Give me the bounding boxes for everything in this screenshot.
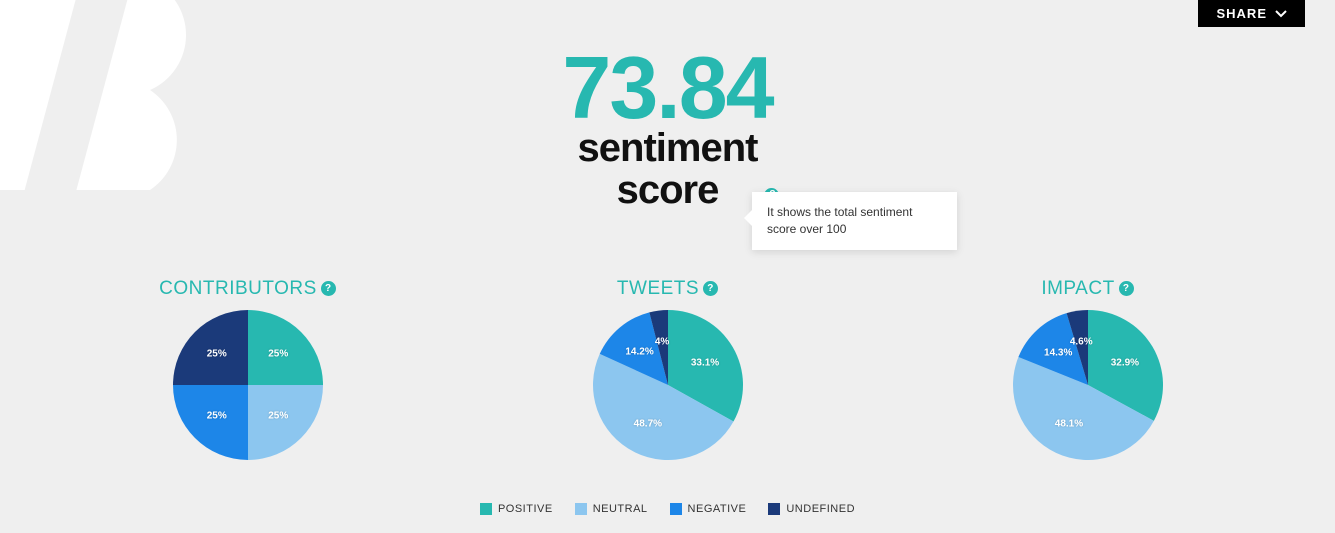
pie-slice-label: 48.7%	[634, 418, 662, 429]
legend-swatch	[575, 503, 587, 515]
chart-title-text: IMPACT	[1041, 278, 1114, 299]
legend: POSITIVE NEUTRAL NEGATIVE UNDEFINED	[0, 503, 1335, 515]
hero-section: 73.84 sentiment score ?	[0, 48, 1335, 211]
chevron-down-icon	[1275, 8, 1287, 20]
legend-item: UNDEFINED	[768, 503, 855, 515]
pie-slice-label: 33.1%	[691, 357, 719, 368]
chart-title-text: CONTRIBUTORS	[159, 278, 317, 299]
pie-slice-label: 14.3%	[1044, 347, 1072, 358]
sentiment-score-label-line2: score	[617, 168, 719, 212]
chart-tweets: TWEETS? 33.1% 48.7% 14.2%4%	[543, 278, 793, 460]
legend-item: NEGATIVE	[670, 503, 747, 515]
pie-slice-label: 14.2%	[625, 346, 653, 357]
legend-swatch	[480, 503, 492, 515]
share-button-label: SHARE	[1216, 6, 1267, 21]
share-button[interactable]: SHARE	[1198, 0, 1305, 27]
pie-slice-negative	[173, 385, 248, 460]
pie-slice-label: 25%	[268, 410, 288, 421]
legend-item: NEUTRAL	[575, 503, 648, 515]
pie-slice-label: 25%	[207, 349, 227, 360]
pie-wrap: 25% 25% 25% 25%	[173, 310, 323, 460]
sentiment-score-value: 73.84	[0, 48, 1335, 127]
pie-slice-label: 25%	[207, 410, 227, 421]
pie-slice-label: 48.1%	[1055, 419, 1083, 430]
legend-label: UNDEFINED	[786, 503, 855, 515]
score-tooltip: It shows the total sentiment score over …	[752, 192, 957, 250]
pie-slice-positive	[248, 310, 323, 385]
pie-slice-label: 32.9%	[1111, 357, 1139, 368]
legend-label: NEGATIVE	[688, 503, 747, 515]
chart-title: CONTRIBUTORS?	[123, 278, 373, 300]
chart-title: TWEETS?	[543, 278, 793, 300]
pie-slice-neutral	[248, 385, 323, 460]
legend-swatch	[768, 503, 780, 515]
pie-slice-undefined	[173, 310, 248, 385]
pie-wrap: 33.1% 48.7% 14.2%4%	[593, 310, 743, 460]
chart-title-text: TWEETS	[617, 278, 699, 299]
pie-slice-label: 4.6%	[1070, 336, 1093, 347]
legend-swatch	[670, 503, 682, 515]
charts-row: CONTRIBUTORS? 25% 25% 25% 25% TWEETS? 33.1% 48.…	[0, 278, 1335, 460]
legend-label: NEUTRAL	[593, 503, 648, 515]
pie-slice-label: 4%	[655, 336, 669, 347]
pie-slice-label: 25%	[268, 349, 288, 360]
pie-wrap: 32.9% 48.1% 14.3%4.6%	[1013, 310, 1163, 460]
chart-title: IMPACT?	[963, 278, 1213, 300]
help-icon[interactable]: ?	[703, 281, 718, 296]
chart-impact: IMPACT? 32.9% 48.1% 14.3%4.6%	[963, 278, 1213, 460]
help-icon[interactable]: ?	[321, 281, 336, 296]
help-icon[interactable]: ?	[1119, 281, 1134, 296]
chart-contributors: CONTRIBUTORS? 25% 25% 25% 25%	[123, 278, 373, 460]
sentiment-score-label-line1: sentiment	[578, 126, 758, 170]
sentiment-score-label: sentiment score ?	[578, 127, 758, 211]
legend-item: POSITIVE	[480, 503, 553, 515]
legend-label: POSITIVE	[498, 503, 553, 515]
score-tooltip-text: It shows the total sentiment score over …	[767, 205, 912, 236]
